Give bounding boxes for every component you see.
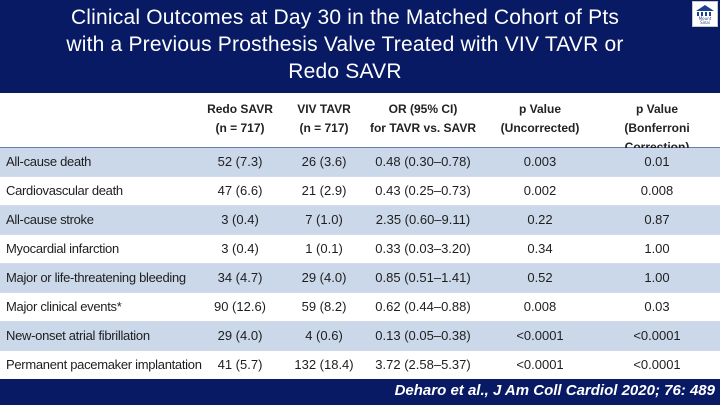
row-label: Myocardial infarction: [6, 241, 119, 256]
or-ci-value: 0.43 (0.25–0.73): [375, 183, 471, 198]
table-row: Major or life-threatening bleeding 34 (4…: [0, 264, 720, 293]
header-p-uncorrected: p Value (Uncorrected): [500, 102, 580, 135]
row-label: New-onset atrial fibrillation: [6, 328, 150, 343]
logo-text: Mount Sinai: [698, 16, 712, 25]
slide-title-line-1: Clinical Outcomes at Day 30 in the Match…: [70, 6, 620, 29]
p-uncorrected-value: 0.34: [527, 241, 553, 256]
viv-tavr-value: 132 (18.4): [294, 357, 354, 372]
row-label: Permanent pacemaker implantation: [6, 357, 202, 372]
table-header: Redo SAVR (n = 717) VIV TAVR (n = 717) O…: [0, 93, 720, 154]
row-label: Major or life-threatening bleeding: [6, 270, 186, 285]
viv-tavr-value: 29 (4.0): [301, 270, 347, 285]
or-ci-value: 0.33 (0.03–3.20): [375, 241, 471, 256]
logo-columns-icon: [697, 12, 713, 16]
p-bonferroni-value: 1.00: [644, 270, 670, 285]
p-bonferroni-value: 0.008: [640, 183, 674, 198]
row-label: Cardiovascular death: [6, 183, 123, 198]
logo-roof-icon: [696, 5, 714, 11]
p-uncorrected-value: <0.0001: [516, 357, 564, 372]
viv-tavr-value: 59 (8.2): [301, 299, 347, 314]
redo-savr-value: 34 (4.7): [217, 270, 263, 285]
or-ci-value: 0.62 (0.44–0.88): [375, 299, 471, 314]
table-row: Cardiovascular death 47 (6.6) 21 (2.9) 0…: [0, 177, 720, 206]
or-ci-value: 3.72 (2.58–5.37): [375, 357, 471, 372]
viv-tavr-value: 21 (2.9): [301, 183, 347, 198]
row-label: All-cause death: [6, 154, 92, 169]
redo-savr-value: 29 (4.0): [217, 328, 263, 343]
table-row: Myocardial infarction 3 (0.4) 1 (0.1) 0.…: [0, 235, 720, 264]
slide-title: Clinical Outcomes at Day 30 in the Match…: [0, 4, 690, 85]
row-label: All-cause stroke: [6, 212, 94, 227]
p-bonferroni-value: <0.0001: [633, 357, 681, 372]
viv-tavr-value: 7 (1.0): [305, 212, 343, 227]
or-ci-value: 0.48 (0.30–0.78): [375, 154, 471, 169]
header-or-ci: OR (95% CI) for TAVR vs. SAVR: [369, 102, 476, 135]
p-uncorrected-value: 0.003: [523, 154, 557, 169]
redo-savr-value: 47 (6.6): [217, 183, 263, 198]
redo-savr-value: 52 (7.3): [217, 154, 263, 169]
table-row: Major clinical events* 90 (12.6) 59 (8.2…: [0, 293, 720, 322]
or-ci-value: 2.35 (0.60–9.11): [375, 212, 471, 227]
p-uncorrected-value: <0.0001: [516, 328, 564, 343]
p-bonferroni-value: 0.01: [644, 154, 670, 169]
redo-savr-value: 3 (0.4): [221, 212, 259, 227]
p-uncorrected-value: 0.008: [523, 299, 557, 314]
viv-tavr-value: 1 (0.1): [305, 241, 343, 256]
p-bonferroni-value: 0.87: [644, 212, 670, 227]
viv-tavr-value: 26 (3.6): [301, 154, 347, 169]
slide-title-line-3: Redo SAVR: [288, 60, 402, 83]
or-ci-value: 0.13 (0.05–0.38): [375, 328, 471, 343]
table-row: All-cause stroke 3 (0.4) 7 (1.0) 2.35 (0…: [0, 206, 720, 235]
p-uncorrected-value: 0.002: [523, 183, 557, 198]
or-ci-value: 0.85 (0.51–1.41): [375, 270, 471, 285]
p-uncorrected-value: 0.52: [527, 270, 553, 285]
p-uncorrected-value: 0.22: [527, 212, 553, 227]
mount-sinai-logo: Mount Sinai: [692, 1, 718, 27]
citation: Deharo et al., J Am Coll Cardiol 2020; 7…: [394, 382, 715, 399]
redo-savr-value: 3 (0.4): [221, 241, 259, 256]
slide-title-line-2: with a Previous Prosthesis Valve Treated…: [66, 33, 624, 56]
p-bonferroni-value: <0.0001: [633, 328, 681, 343]
table-row: Permanent pacemaker implantation 41 (5.7…: [0, 351, 720, 379]
row-label: Major clinical events*: [6, 299, 122, 314]
redo-savr-value: 41 (5.7): [217, 357, 263, 372]
p-bonferroni-value: 0.03: [644, 299, 670, 314]
viv-tavr-value: 4 (0.6): [305, 328, 343, 343]
p-bonferroni-value: 1.00: [644, 241, 670, 256]
outcomes-table: Redo SAVR (n = 717) VIV TAVR (n = 717) O…: [0, 93, 720, 379]
header-redo-savr: Redo SAVR (n = 717): [207, 102, 273, 135]
redo-savr-value: 90 (12.6): [213, 299, 267, 314]
header-viv-tavr: VIV TAVR (n = 717): [297, 102, 351, 135]
table-row: All-cause death 52 (7.3) 26 (3.6) 0.48 (…: [0, 148, 720, 177]
table-row: New-onset atrial fibrillation 29 (4.0) 4…: [0, 322, 720, 351]
